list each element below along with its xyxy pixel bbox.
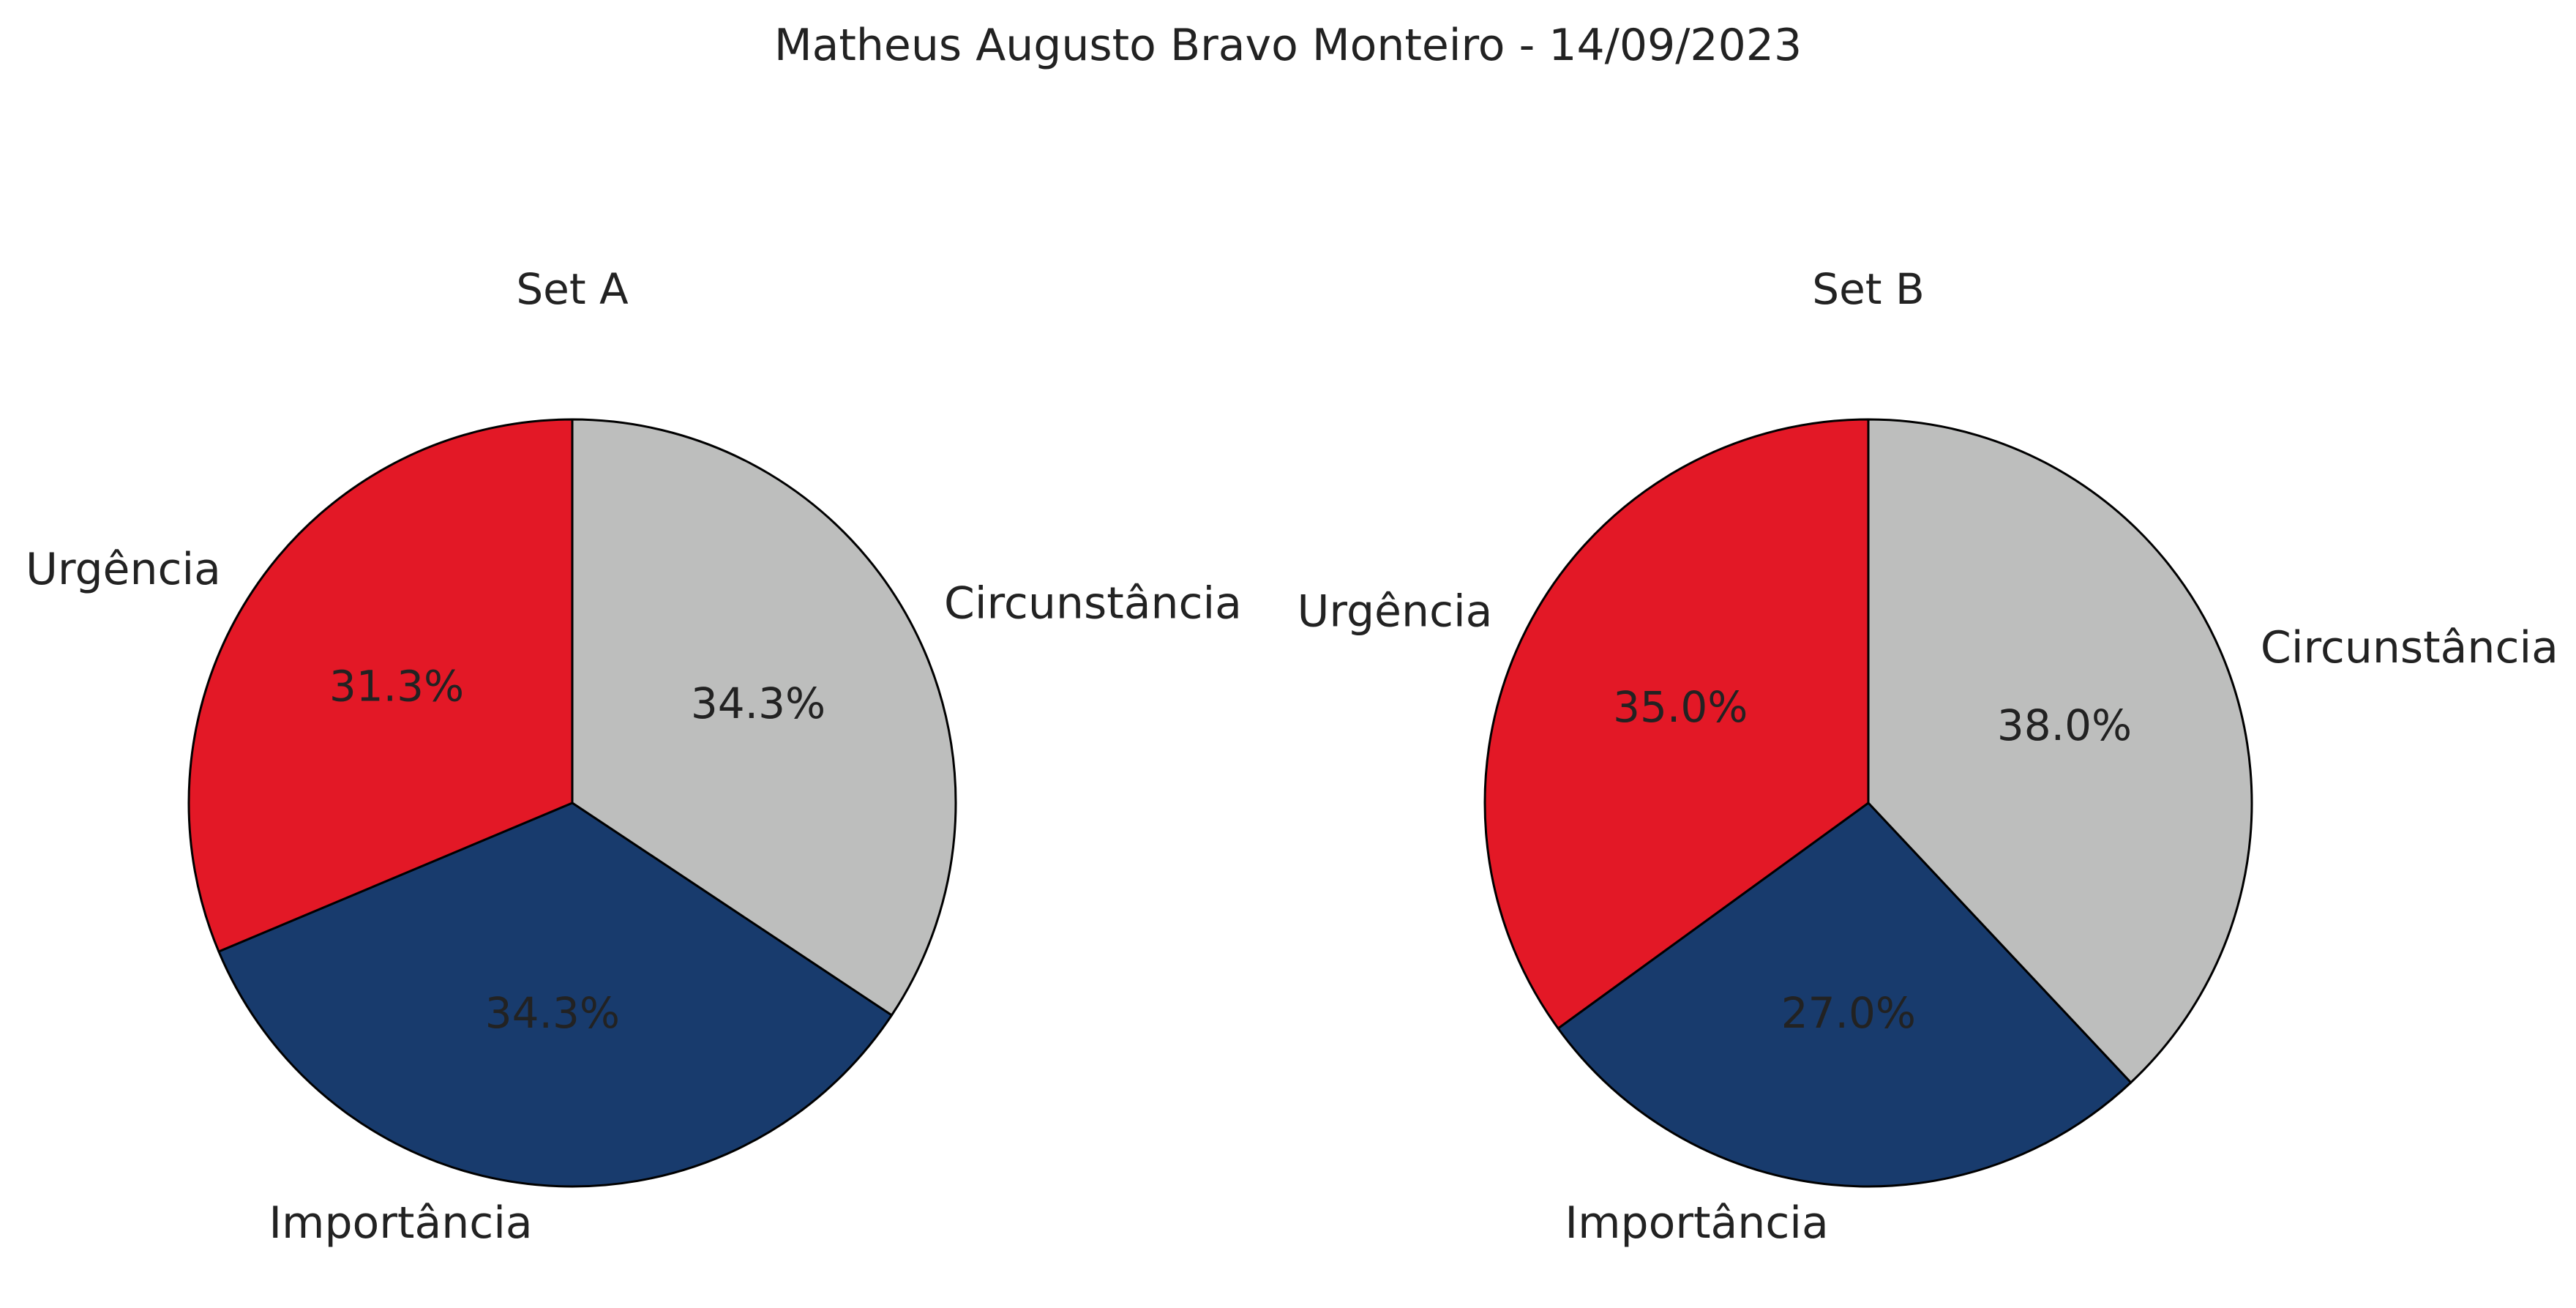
pct-label-set-a-urgencia: 31.3% xyxy=(329,661,464,711)
pie-slice-set-b-urgencia xyxy=(1483,418,1870,1030)
slice-label-set-b-urgencia: Urgência xyxy=(1297,586,1492,637)
slice-label-set-a-circunstancia: Circunstância xyxy=(944,578,1242,629)
slice-label-set-b-importancia: Importância xyxy=(1565,1197,1828,1249)
pct-label-set-b-importancia: 27.0% xyxy=(1781,988,1916,1038)
pct-label-set-a-importancia: 34.3% xyxy=(485,988,620,1038)
pie-title-set-a: Set A xyxy=(516,264,629,314)
pie-slice-set-b-circunstancia xyxy=(1867,418,2253,1084)
slice-label-set-a-urgencia: Urgência xyxy=(26,544,221,595)
chart-title: Matheus Augusto Bravo Monteiro - 14/09/2… xyxy=(774,20,1802,71)
pie-set-b: Set B 38.0% Circunstância 27.0% Importância… xyxy=(1297,264,2558,1249)
slice-label-set-a-importancia: Importância xyxy=(269,1197,532,1249)
slice-label-set-b-circunstancia: Circunstância xyxy=(2261,622,2558,673)
pct-label-set-b-circunstancia: 38.0% xyxy=(1997,700,2132,750)
pie-slice-set-b-importancia xyxy=(1557,801,2133,1188)
pie-slice-set-a-urgencia xyxy=(187,418,574,953)
pie-slice-set-a-importancia xyxy=(217,801,893,1188)
pie-title-set-b: Set B xyxy=(1812,264,1924,314)
pct-label-set-b-urgencia: 35.0% xyxy=(1613,682,1748,732)
pct-label-set-a-circunstancia: 34.3% xyxy=(691,679,825,728)
pie-set-a: Set A 34.3% Circunstância 34.3% Importância… xyxy=(26,264,1242,1249)
